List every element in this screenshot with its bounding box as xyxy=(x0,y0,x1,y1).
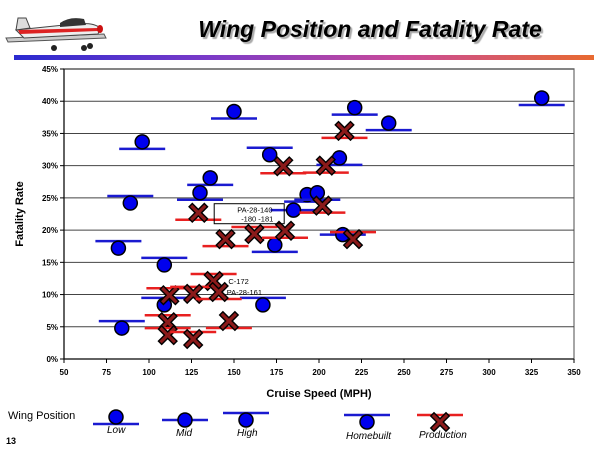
homebuilt-low-point-circle xyxy=(192,184,208,201)
y-tick-label: 30% xyxy=(42,162,58,171)
legend-mid-circle xyxy=(177,412,193,428)
x-tick-label: 175 xyxy=(270,368,284,377)
x-tick-label: 225 xyxy=(355,368,369,377)
y-tick-label: 10% xyxy=(42,291,58,300)
legend-label-low: Low xyxy=(107,425,126,436)
homebuilt-high-point-circle xyxy=(122,195,139,211)
y-tick-label: 5% xyxy=(46,323,58,332)
y-tick-label: 40% xyxy=(42,97,58,106)
y-tick-label: 25% xyxy=(42,194,58,203)
legend-label-mid: Mid xyxy=(176,428,193,439)
annotation-box xyxy=(213,203,285,225)
homebuilt-low-point-circle xyxy=(380,115,397,131)
x-tick-label: 150 xyxy=(227,368,241,377)
production-high-point-x xyxy=(184,330,202,348)
x-tick-label: 275 xyxy=(440,368,454,377)
x-tick-label: 350 xyxy=(567,368,581,377)
homebuilt-low-point-circle xyxy=(202,170,218,186)
x-tick-label: 100 xyxy=(142,368,156,377)
title-divider xyxy=(14,55,594,60)
legend-high-circle xyxy=(238,412,254,428)
legend-label-high: High xyxy=(237,428,258,439)
homebuilt-low-point-circle xyxy=(533,90,550,106)
production-low-point-x xyxy=(275,158,292,175)
production-low-point-x xyxy=(217,230,234,248)
y-tick-label: 20% xyxy=(42,226,58,235)
production-low-point-x xyxy=(220,312,238,330)
x-axis-title: Cruise Speed (MPH) xyxy=(266,388,371,400)
y-tick-label: 0% xyxy=(46,355,58,364)
production-high-point-x xyxy=(344,230,362,248)
plot-area xyxy=(63,68,575,360)
x-tick-label: 200 xyxy=(312,368,326,377)
production-low-point-x xyxy=(336,122,353,140)
homebuilt-low-point-circle xyxy=(346,99,363,116)
production-low-point-x xyxy=(210,283,227,301)
homebuilt-low-point-circle xyxy=(134,134,150,150)
production-high-point-x xyxy=(161,286,178,304)
x-tick-label: 325 xyxy=(525,368,539,377)
production-low-point-x xyxy=(317,157,335,174)
legend-label-production: Production xyxy=(419,430,467,441)
legend-label-homebuilt: Homebuilt xyxy=(346,431,392,442)
annotation-label: C-172 xyxy=(228,277,248,286)
airplane-icon xyxy=(5,17,107,51)
x-tick-label: 250 xyxy=(397,368,411,377)
annotation-label: -180 -181 xyxy=(241,215,273,224)
legend-homebuilt-circle xyxy=(359,414,375,430)
homebuilt-low-point-circle xyxy=(331,150,348,166)
annotation-label: PA-28-161 xyxy=(227,288,262,297)
production-high-point-x xyxy=(246,225,263,243)
x-tick-label: 50 xyxy=(60,368,69,377)
homebuilt-high-point-circle xyxy=(261,146,278,163)
y-tick-label: 15% xyxy=(42,258,58,267)
slide-title: Wing Position and Fatality Rate xyxy=(198,16,542,42)
y-tick-label: 35% xyxy=(42,129,58,138)
homebuilt-high-point-circle xyxy=(255,297,271,313)
legend xyxy=(93,409,463,433)
y-tick-label: 45% xyxy=(42,65,58,74)
legend-low-circle xyxy=(108,409,124,425)
homebuilt-high-point-circle xyxy=(110,240,127,256)
x-tick-label: 75 xyxy=(102,368,111,377)
legend-heading: Wing Position xyxy=(8,410,76,422)
homebuilt-high-point-circle xyxy=(156,257,173,273)
y-axis-title: Fatality Rate xyxy=(14,181,26,246)
production-low-point-x xyxy=(314,197,331,214)
production-low-point-x xyxy=(190,204,207,221)
homebuilt-mid-point-circle xyxy=(285,202,302,218)
x-tick-label: 300 xyxy=(482,368,496,377)
homebuilt-low-point-circle xyxy=(226,103,242,120)
production-high-point-x xyxy=(159,314,176,331)
slide-number: 13 xyxy=(6,436,17,446)
legend-production-x xyxy=(431,413,449,431)
production-low-point-x xyxy=(276,222,294,240)
homebuilt-high-point-circle xyxy=(114,320,130,336)
x-tick-label: 125 xyxy=(185,368,199,377)
annotation-label: PA-28-140 xyxy=(237,206,272,215)
